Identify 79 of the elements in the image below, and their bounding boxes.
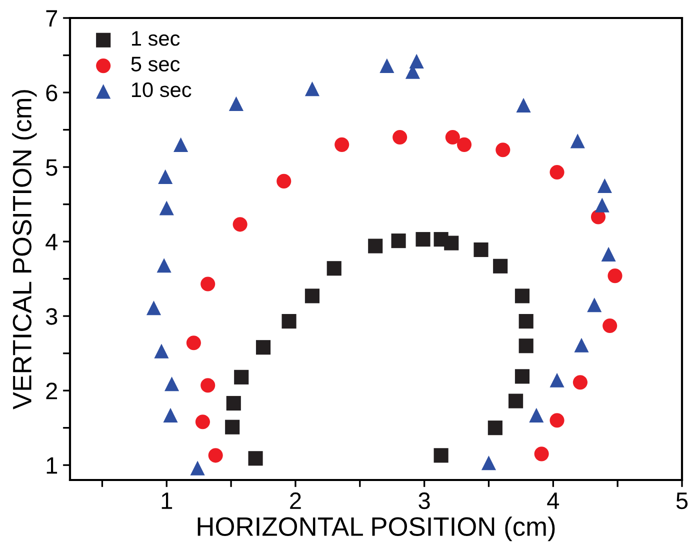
point (195, 414, 210, 430)
x-tick-label: 1 (162, 492, 172, 509)
point (154, 344, 169, 358)
point (226, 396, 241, 411)
legend-label: 5 sec (131, 56, 180, 72)
point (434, 448, 448, 463)
point (164, 376, 180, 392)
point (474, 242, 488, 258)
legend-label: 1 sec (132, 31, 180, 46)
point (256, 340, 271, 355)
legend-label: 10 sec (132, 82, 192, 98)
y-tick-label: 7 (46, 10, 58, 27)
y-axis-title: VERTICAL POSITION (cm) (12, 90, 37, 410)
point (481, 456, 496, 470)
point (496, 142, 510, 158)
point (276, 174, 292, 188)
point (158, 169, 173, 184)
point (392, 130, 408, 145)
point (516, 98, 531, 112)
point (601, 246, 616, 262)
point (368, 238, 383, 254)
point (146, 300, 162, 316)
point (208, 448, 223, 463)
point (488, 420, 502, 436)
point (550, 164, 564, 180)
point (597, 178, 612, 193)
point (550, 413, 564, 428)
point (534, 446, 549, 462)
x-tick-label: 4 (547, 492, 560, 509)
point (282, 314, 296, 329)
point (456, 137, 472, 152)
point (186, 336, 201, 350)
y-tick-label: 4 (46, 234, 58, 250)
y-tick-label: 3 (46, 308, 58, 325)
point (159, 200, 174, 216)
point (574, 338, 589, 352)
point (248, 451, 263, 466)
point (518, 314, 534, 329)
point (416, 232, 430, 247)
point (174, 137, 188, 152)
point (570, 134, 585, 148)
point (444, 236, 459, 250)
x-tick-label: 2 (290, 492, 301, 509)
point (594, 198, 610, 212)
point (334, 137, 350, 152)
point (550, 372, 564, 388)
y-tick-label: 1 (46, 457, 58, 474)
point (234, 370, 249, 384)
point (508, 394, 524, 408)
point (326, 261, 342, 276)
point (493, 258, 508, 274)
y-tick-label: 2 (46, 382, 58, 400)
point (304, 82, 320, 96)
point (587, 298, 602, 312)
point (514, 369, 530, 384)
x-axis-title: HORIZONTAL POSITION (cm) (198, 516, 555, 542)
point (602, 318, 618, 334)
point (228, 96, 244, 111)
point (608, 268, 622, 284)
point (572, 375, 588, 390)
point (518, 338, 534, 354)
x-tick-label: 3 (418, 492, 430, 510)
point (190, 460, 205, 476)
point (514, 288, 530, 304)
x-tick-label: 5 (676, 492, 688, 510)
point (304, 288, 320, 304)
point (200, 378, 216, 393)
point (200, 276, 216, 292)
point (445, 130, 460, 145)
point (163, 408, 178, 422)
point (380, 58, 394, 73)
point (409, 54, 424, 69)
point (156, 258, 172, 273)
y-tick-label: 5 (46, 159, 58, 176)
point (232, 217, 248, 232)
point (225, 420, 240, 434)
point (391, 234, 406, 248)
y-tick-label: 6 (46, 84, 58, 102)
point (529, 408, 544, 422)
